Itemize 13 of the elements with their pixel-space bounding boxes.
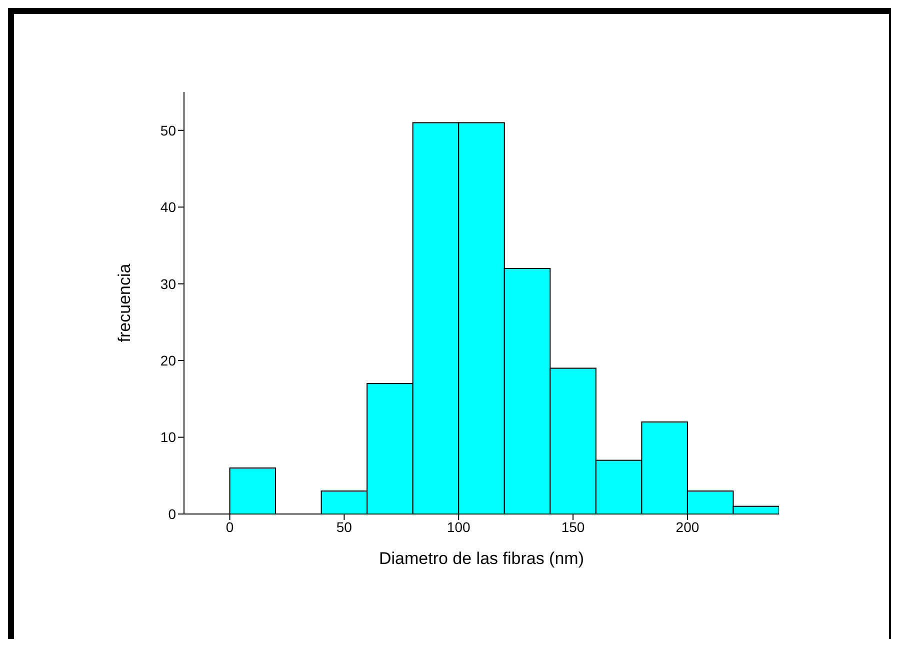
y-tick-label: 50	[160, 122, 176, 138]
x-tick-label: 150	[561, 518, 585, 535]
y-tick-label: 40	[160, 199, 176, 216]
x-tick-label: 100	[446, 518, 471, 535]
x-axis-title: Diametro de las fibras (nm)	[378, 549, 584, 568]
y-tick-label: 10	[160, 429, 176, 446]
x-tick-label: 200	[676, 518, 700, 535]
x-tick-label: 50	[336, 518, 352, 535]
y-tick-label: 30	[160, 276, 176, 292]
x-tick-label: 0	[226, 518, 234, 535]
y-tick-label: 0	[168, 506, 176, 522]
y-tick-label: 20	[160, 352, 176, 369]
y-axis-title: frecuencia	[115, 263, 134, 342]
